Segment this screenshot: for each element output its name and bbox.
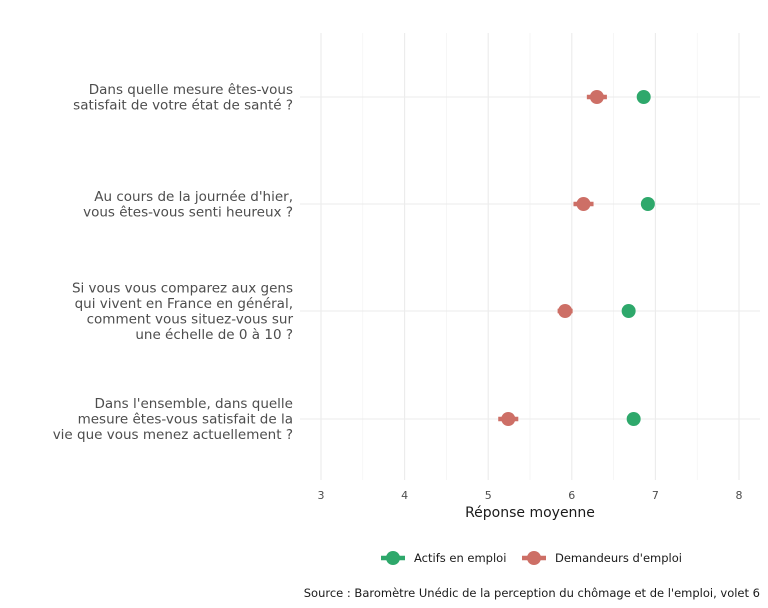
data-point	[636, 90, 651, 104]
x-tick-label: 5	[485, 489, 492, 502]
question-label-line: vous êtes-vous senti heureux ?	[83, 204, 293, 220]
x-tick-label: 8	[736, 489, 743, 502]
x-tick-label: 4	[401, 489, 408, 502]
question-label-line: Si vous vous comparez aux gens	[72, 280, 293, 296]
data-point	[626, 412, 641, 426]
legend-key-point	[386, 551, 400, 565]
question-label: Dans l'ensemble, dans quelle mesure êtes-…	[53, 396, 293, 443]
source-caption: Source : Baromètre Unédic de la percepti…	[304, 586, 760, 600]
x-axis-ticks: 3 4 5 6 7 8	[318, 489, 743, 502]
question-labels: Dans quelle mesure êtes-vous satisfait de…	[53, 82, 294, 443]
x-tick-label: 3	[318, 489, 325, 502]
legend-key-point	[527, 551, 541, 565]
x-axis-title: Réponse moyenne	[465, 505, 595, 521]
data-point	[501, 412, 516, 426]
data-point	[576, 197, 591, 211]
data-point	[621, 304, 636, 318]
data-point	[589, 90, 604, 104]
grid-lines	[300, 33, 760, 480]
question-label-line: une échelle de 0 à 10 ?	[135, 327, 293, 343]
question-label: Si vous vous comparez aux gens qui vivent…	[72, 280, 294, 343]
question-label: Dans quelle mesure êtes-vous satisfait de…	[73, 82, 293, 114]
data-point	[558, 304, 573, 318]
data-marks	[498, 90, 655, 426]
question-label: Au cours de la journée d'hier, vous êtes-…	[83, 189, 293, 221]
question-label-line: mesure êtes-vous satisfait de la	[78, 412, 293, 428]
legend-label: Demandeurs d'emploi	[555, 551, 682, 565]
question-label-line: vie que vous menez actuellement ?	[53, 427, 293, 443]
question-label-line: Dans l'ensemble, dans quelle	[94, 396, 293, 412]
legend: Actifs en emploi Demandeurs d'emploi	[381, 551, 682, 565]
question-label-line: Au cours de la journée d'hier,	[94, 189, 293, 205]
question-label-line: Dans quelle mesure êtes-vous	[89, 82, 293, 98]
question-label-line: comment vous situez-vous sur	[87, 311, 294, 327]
question-label-line: qui vivent en France en général,	[75, 296, 293, 312]
question-label-line: satisfait de votre état de santé ?	[73, 97, 293, 113]
x-tick-label: 6	[568, 489, 575, 502]
data-point	[640, 197, 655, 211]
x-tick-label: 7	[652, 489, 659, 502]
legend-label: Actifs en emploi	[414, 551, 506, 565]
